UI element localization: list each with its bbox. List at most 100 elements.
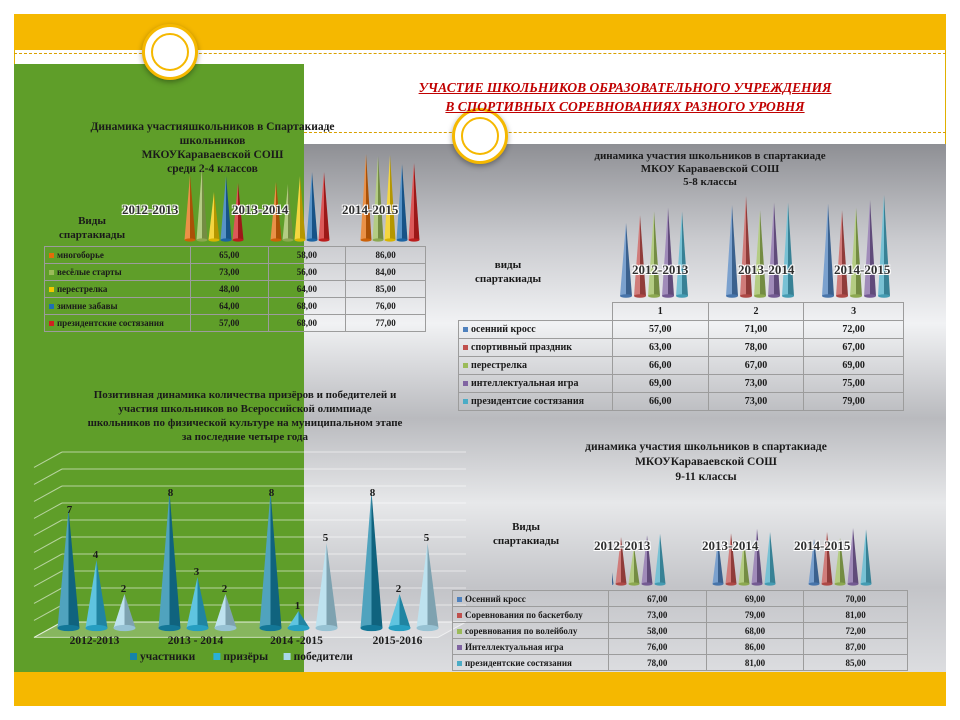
table-value-cell: 86,00 [705,638,805,655]
chart1-plot [184,154,420,242]
table-row: многоборье 65,00 58,00 86,00 [44,246,426,264]
table-value-cell: 72,00 [803,622,908,639]
table-series-cell: спортивный праздник [458,338,613,357]
table-series-cell: многоборье [44,246,191,264]
chart3-cone-2-3 [214,594,237,632]
table-series-name: многоборье [57,250,104,260]
table-row: интеллектуальная игра 69,00 73,00 75,00 [458,374,904,393]
chart-cone-2-1 [270,182,282,242]
chart3-data-label: 2 [222,583,228,595]
chart1-title-line: МКОУКараваевской СОШ [141,149,284,161]
chart3-data-label: 5 [424,532,430,544]
legend-swatch-icon [49,321,54,327]
table-value-cell: 48,00 [189,280,269,298]
table-series-name: весёлые старты [57,267,122,277]
decor-circle-left [142,24,198,80]
chart2-title: динамика участия школьников в спартакиад… [560,150,860,189]
table-row: перестрелка 48,00 64,00 85,00 [44,280,426,298]
table-value-cell: 87,00 [803,638,908,655]
chart1-category-label: 2014-2015 [342,202,399,217]
chart3-cone-4-1 [360,492,383,632]
table-value-cell: 72,00 [803,320,904,339]
table-series-name: спортивный праздник [471,342,573,353]
table-row: Соревнования по баскетболу 73,00 79,00 81,0… [452,606,908,623]
chart1-category-label: 2013-2014 [232,202,289,217]
legend-swatch-icon [463,381,468,387]
legend-swatch-icon [49,270,54,276]
table-series-cell: перестрелка [44,280,191,298]
chart3-data-label: 8 [370,487,376,499]
chart1-category-label: 2012-2013 [122,202,179,217]
table-series-name: соревнования по волейболу [465,625,578,636]
chart-cone-3-2 [836,210,848,298]
chart3-title-line: школьников по физической культуре на мун… [87,417,403,429]
table-series-cell: Соревнования по баскетболу [452,606,609,623]
table-series-name: Осенний кросс [465,593,526,604]
chart-cone-1-4 [662,207,674,298]
chart4-categories-label-line: Виды [512,521,540,533]
legend-swatch-icon [49,287,54,293]
chart4-categories-label-line: спартакиады [492,535,560,547]
gridline [33,604,63,621]
chart2-data-table: 1 2 3 осенний кросс 57,00 71,00 72,00 спортивны… [458,302,904,411]
chart3-title-line: Позитивная динамика количества призёров … [93,389,397,401]
table-value-cell: 69,00 [803,356,904,375]
chart-cone-3-3 [384,155,396,242]
chart3-cone-4-3 [416,543,439,632]
table-value-cell: 70,00 [803,590,908,607]
chart-cone-3-5 [878,194,890,298]
page-title: УЧАСТИЕ ШКОЛЬНИКОВ ОБРАЗОВАТЕЛЬНОГО УЧРЕ… [350,78,900,116]
chart2-category-label: 2014-2015 [834,262,891,277]
table-series-cell: соревнования по волейболу [452,622,609,639]
table-series-name: перестрелка [57,284,108,294]
chart-cone-1-1 [620,222,632,298]
chart-cone-1-1 [184,175,196,242]
table-row: зимние забавы 64,00 68,00 76,00 [44,297,426,315]
chart3-cone-3-2 [287,611,310,632]
chart2-title-line: 5-8 классы [683,176,737,188]
gridline [33,587,63,604]
chart1-categories-label: Виды спартакиады [52,214,132,242]
table-value-cell: 65,00 [189,246,269,264]
gridline [33,570,63,587]
chart-cone-3-1 [808,538,820,586]
chart4-title-line: МКОУКараваевской СОШ [635,456,777,468]
table-series-name: президентские состязания [465,657,572,668]
chart4-plot [612,528,872,586]
legend-swatch-icon [457,660,462,666]
table-value-cell: 79,00 [803,392,904,411]
chart3-title-line: участия школьников во Всероссийской олим… [118,403,372,415]
table-value-cell: 68,00 [267,314,347,332]
chart-cone-2-1 [712,539,724,586]
chart-cone-1-5 [676,211,688,298]
table-value-cell: 67,00 [607,590,707,607]
table-value-cell: 63,00 [611,338,709,357]
table-value-cell: 56,00 [267,263,347,281]
chart-cone-3-5 [408,163,420,242]
table-value-cell: 66,00 [611,392,709,411]
chart3-data-label: 4 [93,549,99,561]
legend-swatch-icon [213,653,221,660]
table-value-cell: 64,00 [189,297,269,315]
chart3-category-label: 2013 - 2014 [168,635,224,647]
chart-cone-3-3 [850,207,862,298]
chart2-title-line: динамика участия школьников в спартакиад… [594,150,826,162]
table-series-cell: Осенний кросс [452,590,609,607]
chart1-title-line: среди 2-4 классов [167,163,258,175]
table-row: Осенний кросс 67,00 69,00 70,00 [452,590,908,607]
gridline [33,519,63,536]
table-series-cell: зимние забавы [44,297,191,315]
chart3-category-label: 2014 -2015 [270,635,323,647]
table-series-name: осенний кросс [471,324,536,335]
chart1-title: Динамика участияшкольников в Спартакиаде… [40,120,385,176]
table-row: соревнования по волейболу 58,00 68,00 72,00 [452,622,908,639]
chart3-legend-label: участники [140,651,196,663]
chart3-data-label: 2 [396,583,402,595]
chart3-data-label: 1 [295,600,301,612]
chart-cone-3-5 [860,529,872,586]
table-value-cell: 69,00 [611,374,709,393]
table-series-name: президентсие состязания [471,396,584,407]
table-value-cell: 67,00 [707,356,805,375]
chart4-title: динамика участия школьников в спартакиад… [546,440,866,485]
table-value-cell: 76,00 [345,297,426,315]
